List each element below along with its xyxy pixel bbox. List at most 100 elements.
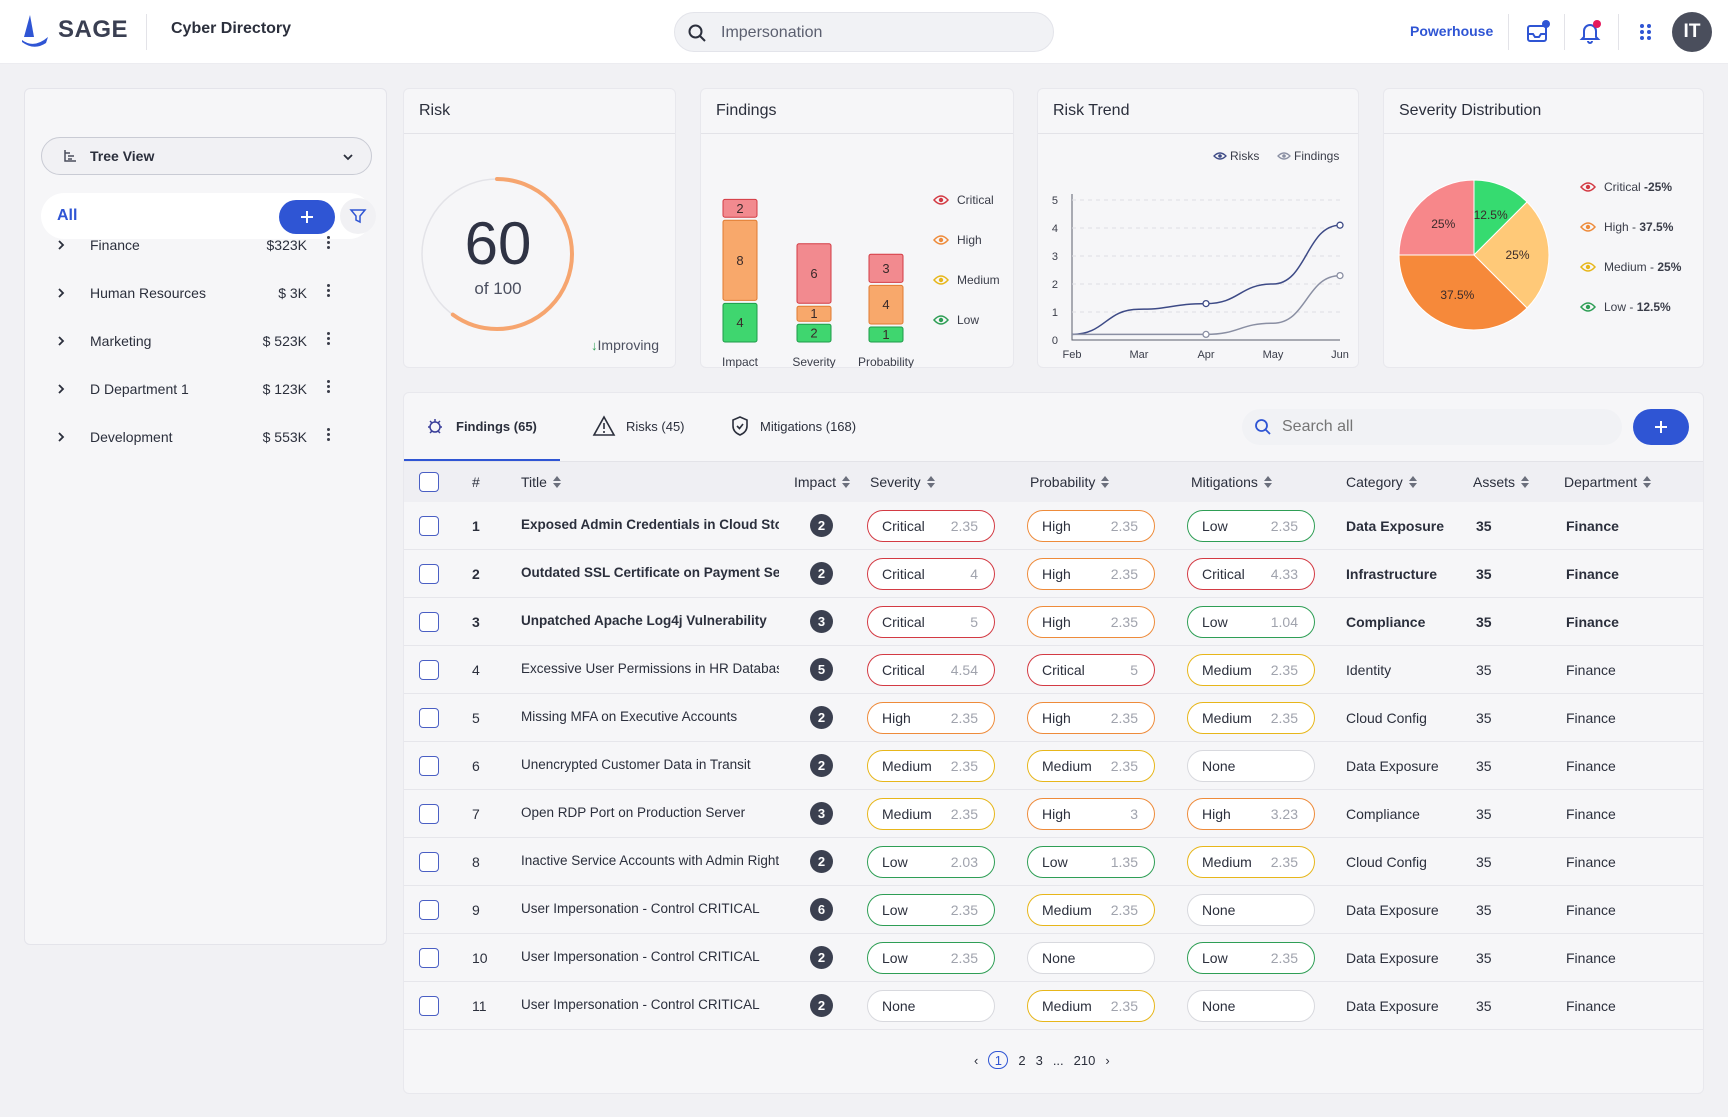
tab-risks[interactable]: Risks (45) [592,415,685,437]
finding-title[interactable]: Missing MFA on Executive Accounts [521,709,738,724]
sidebar-item-department[interactable]: Finance $323K [25,230,355,260]
column-department[interactable]: Department [1564,474,1652,490]
select-all-checkbox[interactable] [419,472,439,492]
tab-findings[interactable]: Findings (65) [424,415,537,437]
table-row[interactable]: 2 Outdated SSL Certificate on Payment Ser… [404,550,1703,598]
table-row[interactable]: 4 Excessive User Permissions in HR Databa… [404,646,1703,694]
legend-item[interactable]: High - 37.5% [1580,220,1673,234]
user-avatar[interactable]: IT [1672,12,1712,52]
finding-title[interactable]: User Impersonation - Control CRITICAL [521,997,760,1012]
all-departments-row[interactable]: All [41,193,376,239]
mitigation-pill[interactable]: Medium 2.35 [1187,846,1315,878]
row-checkbox[interactable] [419,900,439,920]
finding-title[interactable]: User Impersonation - Control CRITICAL [521,949,760,964]
mitigation-pill[interactable]: None [1187,750,1315,782]
finding-title[interactable]: Outdated SSL Certificate on Payment Serv… [521,565,779,580]
table-row[interactable]: 3 Unpatched Apache Log4j Vulnerability 3 Cr… [404,598,1703,646]
column-assets[interactable]: Assets [1473,474,1530,490]
more-vertical-icon[interactable] [325,378,331,400]
tab-mitigations[interactable]: Mitigations (168) [730,415,856,437]
row-checkbox[interactable] [419,564,439,584]
finding-title[interactable]: Inactive Service Accounts with Admin Rig… [521,853,779,868]
probability-pill[interactable]: Medium 2.35 [1027,750,1155,782]
column-category[interactable]: Category [1346,474,1417,490]
more-vertical-icon[interactable] [325,330,331,352]
row-checkbox[interactable] [419,708,439,728]
finding-title[interactable]: Unpatched Apache Log4j Vulnerability [521,613,767,628]
column-impact[interactable]: Impact [794,474,851,490]
mitigation-pill[interactable]: Medium 2.35 [1187,702,1315,734]
probability-pill[interactable]: High 2.35 [1027,510,1155,542]
column-title[interactable]: Title [521,474,561,490]
legend-item[interactable]: Critical [933,193,994,207]
notification-bell-icon[interactable] [1576,18,1604,46]
mitigation-pill[interactable]: None [1187,990,1315,1022]
finding-title[interactable]: Unencrypted Customer Data in Transit [521,757,751,772]
legend-item[interactable]: Medium - 25% [1580,260,1681,274]
table-row[interactable]: 1 Exposed Admin Credentials in Cloud Stor… [404,502,1703,550]
more-vertical-icon[interactable] [325,282,331,304]
severity-pill[interactable]: Low 2.03 [867,846,995,878]
probability-pill[interactable]: Medium 2.35 [1027,894,1155,926]
probability-pill[interactable]: Critical 5 [1027,654,1155,686]
page-link[interactable]: 1 [988,1051,1009,1069]
legend-item[interactable]: Low [933,313,979,327]
page-link[interactable]: 2 [1018,1052,1026,1068]
eye-icon[interactable] [1277,152,1291,160]
chevron-right-icon[interactable] [55,334,67,348]
chevron-right-icon[interactable] [55,382,67,396]
table-row[interactable]: 11 User Impersonation - Control CRITICAL 2… [404,982,1703,1030]
severity-pill[interactable]: Critical 4 [867,558,995,590]
mitigation-pill[interactable]: High 3.23 [1187,798,1315,830]
sidebar-item-department[interactable]: Human Resources $ 3K [25,278,355,308]
row-checkbox[interactable] [419,948,439,968]
severity-pill[interactable]: Critical 5 [867,606,995,638]
brand-logo[interactable]: SAGE [20,13,128,47]
chevron-right-icon[interactable]: › [1105,1052,1110,1068]
eye-icon[interactable] [1213,152,1227,160]
row-checkbox[interactable] [419,996,439,1016]
finding-title[interactable]: User Impersonation - Control CRITICAL [521,901,760,916]
severity-pill[interactable]: Critical 2.35 [867,510,995,542]
row-checkbox[interactable] [419,852,439,872]
legend-item[interactable]: Medium [933,273,1000,287]
add-department-button[interactable] [279,200,335,234]
table-row[interactable]: 6 Unencrypted Customer Data in Transit 2 Me… [404,742,1703,790]
global-search[interactable] [674,12,1054,52]
more-vertical-icon[interactable] [325,426,331,448]
mitigation-pill[interactable]: Low 1.04 [1187,606,1315,638]
mitigation-pill[interactable]: Medium 2.35 [1187,654,1315,686]
add-finding-button[interactable] [1633,409,1689,445]
row-checkbox[interactable] [419,756,439,776]
column-mitigations[interactable]: Mitigations [1191,474,1272,490]
sidebar-item-department[interactable]: Marketing $ 523K [25,326,355,356]
apps-grid-icon[interactable] [1632,18,1660,46]
mitigation-pill[interactable]: None [1187,894,1315,926]
page-link[interactable]: 3 [1035,1052,1043,1068]
legend-item[interactable]: Critical -25% [1580,180,1672,194]
page-link[interactable]: 210 [1073,1052,1096,1068]
column-probability[interactable]: Probability [1030,474,1110,490]
table-row[interactable]: 10 User Impersonation - Control CRITICAL 2… [404,934,1703,982]
severity-pill[interactable]: None [867,990,995,1022]
severity-pill[interactable]: Low 2.35 [867,942,995,974]
severity-pill[interactable]: Critical 4.54 [867,654,995,686]
row-checkbox[interactable] [419,660,439,680]
severity-pill[interactable]: Low 2.35 [867,894,995,926]
chevron-right-icon[interactable] [55,430,67,444]
sidebar-item-department[interactable]: D Department 1 $ 123K [25,374,355,404]
legend-item[interactable]: High [933,233,982,247]
probability-pill[interactable]: None [1027,942,1155,974]
table-row[interactable]: 7 Open RDP Port on Production Server 3 Medi… [404,790,1703,838]
row-checkbox[interactable] [419,612,439,632]
probability-pill[interactable]: High 2.35 [1027,558,1155,590]
severity-pill[interactable]: Medium 2.35 [867,750,995,782]
probability-pill[interactable]: Low 1.35 [1027,846,1155,878]
finding-title[interactable]: Open RDP Port on Production Server [521,805,746,820]
probability-pill[interactable]: High 2.35 [1027,606,1155,638]
global-search-input[interactable] [721,21,1041,45]
chevron-left-icon[interactable]: ‹ [974,1052,979,1068]
table-row[interactable]: 9 User Impersonation - Control CRITICAL 6 L… [404,886,1703,934]
probability-pill[interactable]: High 3 [1027,798,1155,830]
column-severity[interactable]: Severity [870,474,935,490]
